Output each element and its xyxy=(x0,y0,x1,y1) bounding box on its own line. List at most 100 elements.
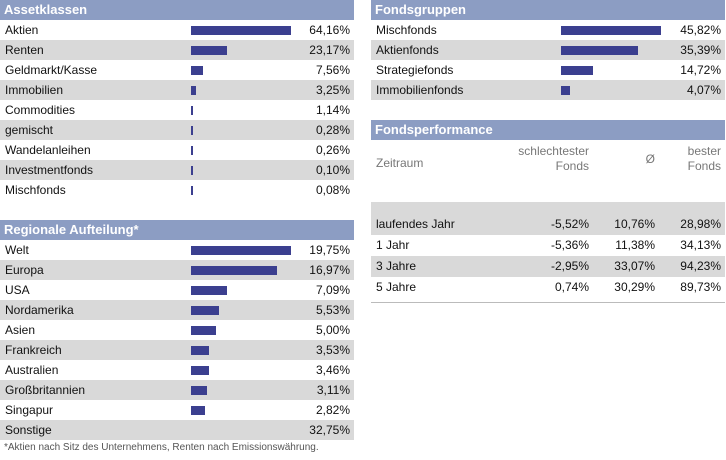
fondsperformance-panel: Fondsperformance Zeitraum schlechtester … xyxy=(371,120,725,303)
row-value: 32,75% xyxy=(309,423,350,437)
row-label: Mischfonds xyxy=(376,23,437,37)
row-value: 16,97% xyxy=(309,263,350,277)
list-item: Mischfonds 45,82% xyxy=(371,20,725,40)
footnote: *Aktien nach Sitz des Unternehmens, Rent… xyxy=(4,442,319,453)
cell-average: 33,07% xyxy=(614,259,655,273)
row-value: 7,09% xyxy=(315,283,350,297)
share-bar xyxy=(191,386,207,395)
share-bar xyxy=(191,126,193,135)
list-item: Welt 19,75% xyxy=(0,240,354,260)
cell-best: 34,13% xyxy=(680,238,721,252)
spacer-highlight xyxy=(371,202,725,214)
list-item: Aktienfonds 35,39% xyxy=(371,40,725,60)
fondsperformance-header: Fondsperformance xyxy=(371,120,725,140)
row-value: 14,72% xyxy=(680,63,721,77)
row-label: Wandelanleihen xyxy=(5,143,91,157)
row-value: 5,00% xyxy=(315,323,350,337)
list-item: USA 7,09% xyxy=(0,280,354,300)
row-value: 23,17% xyxy=(309,43,350,57)
cell-best: 28,98% xyxy=(680,217,721,231)
regionale-aufteilung-rows: Welt 19,75% Europa 16,97% USA 7,09% Nordamerik… xyxy=(0,240,354,440)
share-bar xyxy=(561,86,570,95)
cell-best: 94,23% xyxy=(680,259,721,273)
row-value: 3,11% xyxy=(316,383,350,397)
share-bar xyxy=(191,266,277,275)
share-bar xyxy=(191,366,209,375)
list-item: Sonstige 32,75% xyxy=(0,420,354,440)
list-item: Frankreich 3,53% xyxy=(0,340,354,360)
share-bar xyxy=(191,306,219,315)
column-worst-line2: Fonds xyxy=(555,159,589,173)
row-value: 3,53% xyxy=(315,343,350,357)
row-label: USA xyxy=(5,283,30,297)
share-bar xyxy=(191,106,193,115)
list-item: Immobilienfonds 4,07% xyxy=(371,80,725,100)
divider xyxy=(371,302,725,303)
share-bar xyxy=(191,326,216,335)
cell-period: 3 Jahre xyxy=(376,259,417,273)
fondsgruppen-rows: Mischfonds 45,82% Aktienfonds 35,39% Strateg… xyxy=(371,20,725,100)
row-value: 1,14% xyxy=(315,103,350,117)
row-label: Welt xyxy=(5,243,29,257)
list-item: Aktien 64,16% xyxy=(0,20,354,40)
row-label: Geldmarkt/Kasse xyxy=(5,63,98,77)
row-label: Singapur xyxy=(5,403,54,417)
list-item: Wandelanleihen 0,26% xyxy=(0,140,354,160)
fondsperformance-column-headers: Zeitraum schlechtester Fonds Ø bester Fo… xyxy=(371,140,725,186)
list-item: Commodities 1,14% xyxy=(0,100,354,120)
row-value: 19,75% xyxy=(309,243,350,257)
table-row: 1 Jahr -5,36% 11,38% 34,13% xyxy=(371,235,725,256)
share-bar xyxy=(191,46,227,55)
share-bar xyxy=(561,26,661,35)
list-item: Renten 23,17% xyxy=(0,40,354,60)
row-value: 3,25% xyxy=(315,83,350,97)
row-label: Asien xyxy=(5,323,36,337)
list-item: Nordamerika 5,53% xyxy=(0,300,354,320)
list-item: Australien 3,46% xyxy=(0,360,354,380)
row-value: 35,39% xyxy=(680,43,721,57)
cell-worst: 0,74% xyxy=(554,280,589,294)
row-label: Nordamerika xyxy=(5,303,74,317)
row-value: 2,82% xyxy=(315,403,350,417)
share-bar xyxy=(191,246,291,255)
share-bar xyxy=(191,146,193,155)
list-item: Singapur 2,82% xyxy=(0,400,354,420)
cell-worst: -2,95% xyxy=(550,259,589,273)
row-value: 0,08% xyxy=(315,183,350,197)
regionale-aufteilung-header: Regionale Aufteilung* xyxy=(0,220,354,240)
row-value: 0,28% xyxy=(315,123,350,137)
share-bar xyxy=(191,166,193,175)
column-best-line2: Fonds xyxy=(687,159,721,173)
row-label: Mischfonds xyxy=(5,183,66,197)
row-label: gemischt xyxy=(5,123,54,137)
table-row: 5 Jahre 0,74% 30,29% 89,73% xyxy=(371,277,725,298)
fondsgruppen-header: Fondsgruppen xyxy=(371,0,725,20)
row-value: 3,46% xyxy=(315,363,350,377)
row-label: Investmentfonds xyxy=(5,163,94,177)
cell-average: 11,38% xyxy=(615,238,655,252)
assetklassen-rows: Aktien 64,16% Renten 23,17% Geldmarkt/Kasse 7… xyxy=(0,20,354,200)
row-value: 5,53% xyxy=(315,303,350,317)
list-item: Investmentfonds 0,10% xyxy=(0,160,354,180)
row-value: 0,10% xyxy=(315,163,350,177)
row-label: Aktienfonds xyxy=(376,43,439,57)
regionale-aufteilung-panel: Regionale Aufteilung* Welt 19,75% Europa 16… xyxy=(0,220,354,440)
list-item: Geldmarkt/Kasse 7,56% xyxy=(0,60,354,80)
row-label: Australien xyxy=(5,363,59,377)
column-worst-line1: schlechtester xyxy=(518,144,589,158)
row-label: Europa xyxy=(5,263,44,277)
column-zeitraum: Zeitraum xyxy=(376,156,424,170)
row-label: Frankreich xyxy=(5,343,62,357)
row-value: 4,07% xyxy=(686,83,721,97)
list-item: Mischfonds 0,08% xyxy=(0,180,354,200)
cell-best: 89,73% xyxy=(680,280,721,294)
share-bar xyxy=(561,46,638,55)
column-best-line1: bester xyxy=(687,144,721,158)
share-bar xyxy=(191,86,196,95)
share-bar xyxy=(561,66,593,75)
row-label: Aktien xyxy=(5,23,39,37)
row-label: Immobilienfonds xyxy=(376,83,464,97)
share-bar xyxy=(191,406,205,415)
cell-average: 30,29% xyxy=(614,280,655,294)
share-bar xyxy=(191,26,291,35)
